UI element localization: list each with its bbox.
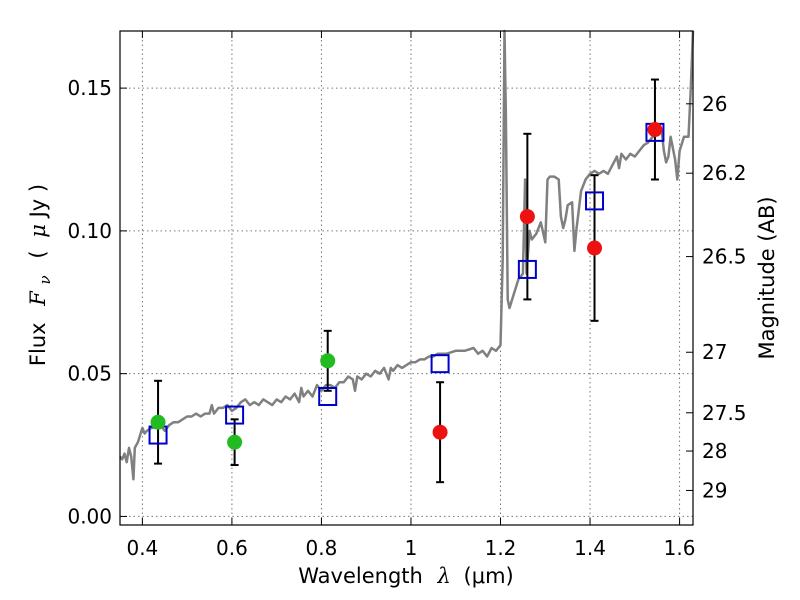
x-tick-label: 0.6 (216, 536, 248, 560)
grid-lines (120, 31, 693, 525)
y-axis-unit-rest: Jy ) (26, 184, 50, 220)
right-tick-label: 26.2 (702, 161, 747, 185)
x-axis-symbol: λ (437, 564, 451, 588)
green-data-point (227, 434, 243, 450)
error-bars-layer (154, 78, 659, 484)
y-tick-label: 0.05 (67, 362, 112, 386)
right-tick-label: 26.5 (702, 245, 747, 269)
y-tick-label: 0.00 (67, 504, 112, 528)
data-points-layer (148, 122, 665, 450)
x-axis-title: Wavelength λ (μm) (298, 564, 513, 588)
right-axis-title: Magnitude (AB) (755, 196, 779, 359)
x-axis-title-text: Wavelength (298, 564, 423, 588)
plot-frame (119, 30, 694, 526)
right-tick-label: 26 (702, 92, 727, 116)
y-axis-unit-open: ( (26, 250, 50, 258)
y-axis-symbol: F (26, 290, 50, 307)
y-axis-subscript: ν (36, 275, 54, 284)
y-axis-title-text: Flux (26, 322, 50, 366)
x-tick-label: 1.4 (574, 536, 606, 560)
red-data-point (519, 209, 535, 225)
right-tick-label: 27 (702, 340, 727, 364)
x-tick-label: 0.4 (126, 536, 158, 560)
model-spectrum-layer (119, 29, 695, 481)
x-tick-label: 1.2 (485, 536, 517, 560)
model-point-square (225, 405, 245, 425)
axis-ticks (120, 31, 693, 525)
y-tick-label: 0.15 (67, 76, 112, 100)
x-axis-unit: (μm) (464, 564, 514, 588)
right-tick-label: 28 (702, 439, 727, 463)
x-tick-label: 1 (405, 536, 418, 560)
x-tick-label: 1.6 (664, 536, 696, 560)
model-point-square (585, 191, 605, 211)
red-data-point (587, 240, 603, 256)
y-tick-label: 0.10 (67, 219, 112, 243)
y-axis-unit-mu: μ (26, 224, 50, 238)
right-tick-label: 27.5 (702, 401, 747, 425)
right-tick-label: 29 (702, 478, 727, 502)
red-data-point (647, 122, 663, 138)
y-axis-title: Flux F ν ( μ Jy ) (26, 184, 55, 366)
tick-labels: 0.4 0.6 0.8 1 1.2 1.4 1.6 0.00 0.05 0.10 0.15 26 26.… (67, 76, 746, 560)
model-point-square (318, 387, 338, 407)
model-spectrum-line (119, 29, 695, 481)
x-tick-label: 0.8 (306, 536, 338, 560)
model-point-square (517, 259, 537, 279)
red-data-point (432, 424, 448, 440)
green-data-point (320, 353, 336, 369)
model-point-square (430, 354, 450, 374)
green-data-point (150, 414, 166, 430)
